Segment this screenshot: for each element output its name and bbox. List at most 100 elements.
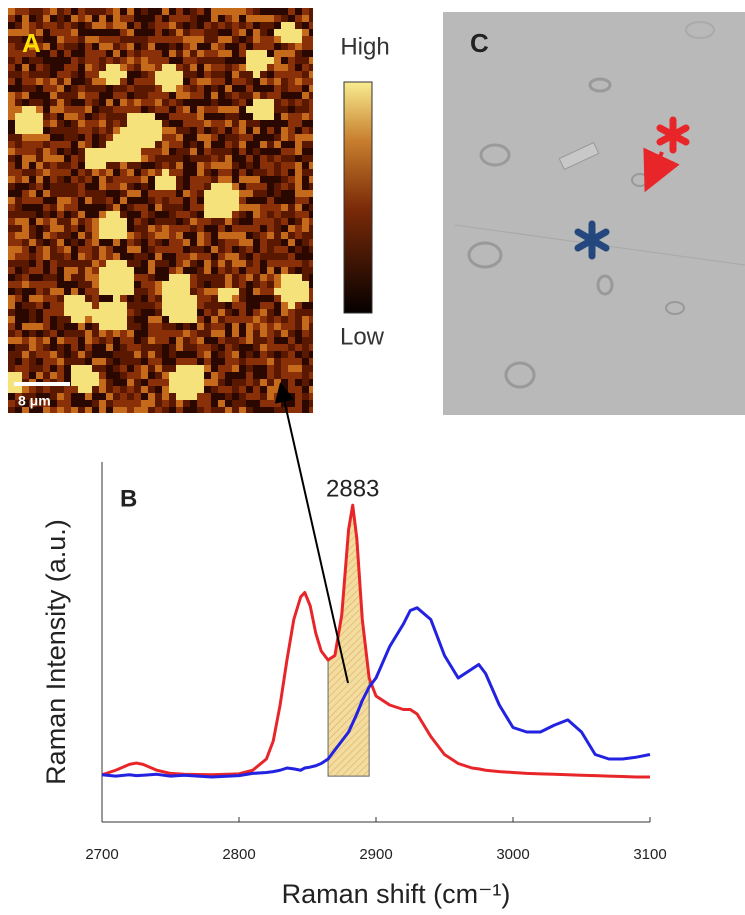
map-pixel (197, 302, 204, 309)
map-pixel (148, 127, 155, 134)
map-pixel (309, 15, 313, 22)
map-pixel (162, 309, 169, 316)
map-pixel (190, 246, 197, 253)
map-pixel (134, 176, 141, 183)
map-pixel (267, 141, 274, 148)
map-pixel (141, 106, 148, 113)
map-pixel (148, 337, 155, 344)
map-pixel (260, 36, 267, 43)
map-pixel (113, 309, 120, 316)
map-pixel (8, 330, 15, 337)
map-pixel (57, 106, 64, 113)
map-pixel (106, 351, 113, 358)
map-pixel (281, 106, 288, 113)
map-pixel (57, 190, 64, 197)
map-pixel (127, 400, 134, 407)
map-pixel (169, 57, 176, 64)
map-pixel (274, 155, 281, 162)
map-pixel (239, 92, 246, 99)
map-pixel (239, 148, 246, 155)
map-pixel (8, 372, 15, 379)
map-pixel (106, 197, 113, 204)
map-pixel (57, 218, 64, 225)
map-pixel (92, 379, 99, 386)
map-pixel (281, 274, 288, 281)
map-pixel (274, 211, 281, 218)
map-pixel (239, 281, 246, 288)
map-pixel (204, 148, 211, 155)
map-pixel (50, 288, 57, 295)
map-pixel (99, 29, 106, 36)
map-pixel (260, 155, 267, 162)
map-pixel (99, 190, 106, 197)
map-pixel (78, 274, 85, 281)
map-pixel (134, 281, 141, 288)
map-pixel (8, 134, 15, 141)
map-pixel (295, 211, 302, 218)
map-pixel (113, 211, 120, 218)
map-pixel (43, 99, 50, 106)
map-pixel (204, 134, 211, 141)
map-pixel (211, 169, 218, 176)
map-pixel (36, 141, 43, 148)
map-pixel (29, 85, 36, 92)
map-pixel (148, 204, 155, 211)
map-pixel (148, 211, 155, 218)
map-pixel (204, 8, 211, 15)
map-pixel (36, 183, 43, 190)
map-pixel (141, 302, 148, 309)
map-pixel (239, 351, 246, 358)
map-pixel (8, 197, 15, 204)
map-pixel (246, 358, 253, 365)
map-pixel (253, 15, 260, 22)
map-pixel (29, 400, 36, 407)
map-pixel (183, 148, 190, 155)
map-pixel (50, 302, 57, 309)
map-pixel (120, 344, 127, 351)
map-pixel (127, 134, 134, 141)
map-pixel (260, 267, 267, 274)
map-pixel (99, 155, 106, 162)
map-pixel (302, 92, 309, 99)
map-pixel (225, 260, 232, 267)
map-pixel (204, 183, 211, 190)
map-pixel (50, 113, 57, 120)
map-pixel (197, 218, 204, 225)
map-pixel (29, 239, 36, 246)
map-pixel (50, 127, 57, 134)
map-pixel (141, 239, 148, 246)
map-pixel (246, 15, 253, 22)
map-pixel (50, 225, 57, 232)
map-pixel (141, 78, 148, 85)
map-pixel (302, 43, 309, 50)
map-pixel (183, 274, 190, 281)
map-pixel (309, 43, 313, 50)
map-pixel (148, 176, 155, 183)
map-pixel (260, 183, 267, 190)
map-pixel (71, 351, 78, 358)
map-pixel (22, 372, 29, 379)
map-pixel (253, 155, 260, 162)
map-pixel (267, 64, 274, 71)
map-pixel (211, 99, 218, 106)
map-pixel (274, 225, 281, 232)
map-pixel (141, 232, 148, 239)
map-pixel (288, 8, 295, 15)
map-pixel (85, 218, 92, 225)
map-pixel (295, 197, 302, 204)
map-pixel (155, 253, 162, 260)
map-pixel (190, 71, 197, 78)
map-pixel (267, 337, 274, 344)
map-pixel (232, 400, 239, 407)
map-pixel (148, 330, 155, 337)
map-pixel (64, 246, 71, 253)
map-pixel (71, 162, 78, 169)
map-pixel (253, 218, 260, 225)
map-pixel (281, 148, 288, 155)
map-pixel (22, 239, 29, 246)
map-pixel (281, 281, 288, 288)
map-pixel (92, 134, 99, 141)
map-pixel (85, 232, 92, 239)
map-pixel (113, 127, 120, 134)
map-pixel (120, 330, 127, 337)
